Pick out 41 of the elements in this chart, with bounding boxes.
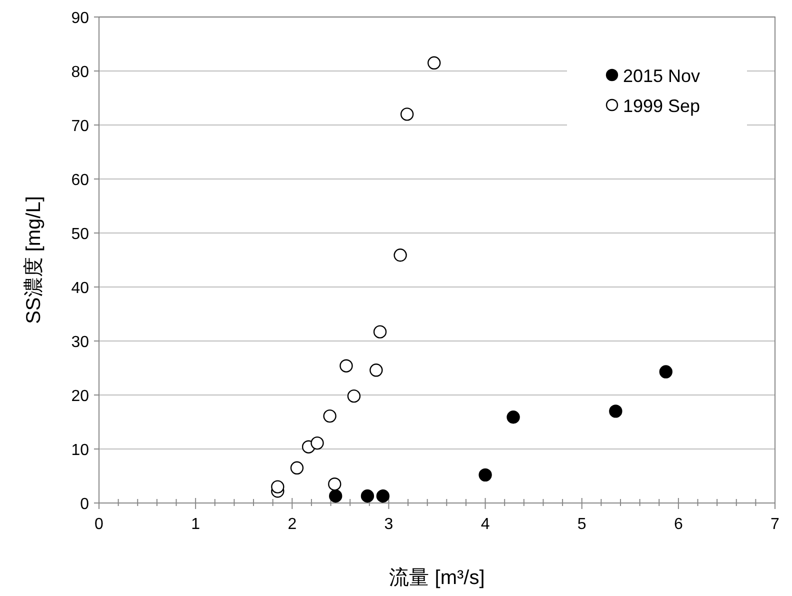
y-axis-title: SS濃度 [mg/L] [23,196,45,324]
point [394,248,407,262]
point [290,461,304,474]
point [360,489,374,503]
x-tick-label: 2 [288,516,297,533]
y-tick-label: 20 [71,388,90,405]
point [376,489,390,503]
point [347,389,361,403]
point [329,489,342,503]
y-tick-label: 60 [71,172,90,189]
point [340,359,353,372]
y-tick-label: 80 [71,64,90,81]
point [506,410,520,424]
point [478,468,492,482]
x-tick-label: 4 [480,516,490,533]
point [271,480,284,494]
x-tick-label: 1 [191,516,200,533]
y-tick-label: 50 [71,226,90,243]
y-tick-label: 30 [71,334,90,351]
point [323,409,336,423]
x-tick-label: 3 [384,516,394,533]
legend-label: 1999 Sep [623,96,700,116]
y-tick-label: 0 [80,496,90,513]
point [659,365,672,378]
y-tick-label: 90 [71,10,90,27]
point [400,108,414,121]
x-tick-label: 7 [770,516,780,533]
x-axis-title: 流量 [m³/s] [389,567,485,589]
y-tick-label: 10 [71,442,90,459]
point [310,436,324,450]
y-tick-label: 70 [71,118,90,135]
point [428,56,441,70]
x-tick-label: 6 [674,516,683,533]
x-tick-label: 5 [577,516,586,533]
point [373,325,387,338]
y-tick-label: 40 [71,280,90,297]
point [370,364,383,377]
legend-label: 2015 Nov [623,66,700,86]
point [609,404,622,418]
x-tick-label: 0 [94,516,104,533]
point [328,478,342,491]
